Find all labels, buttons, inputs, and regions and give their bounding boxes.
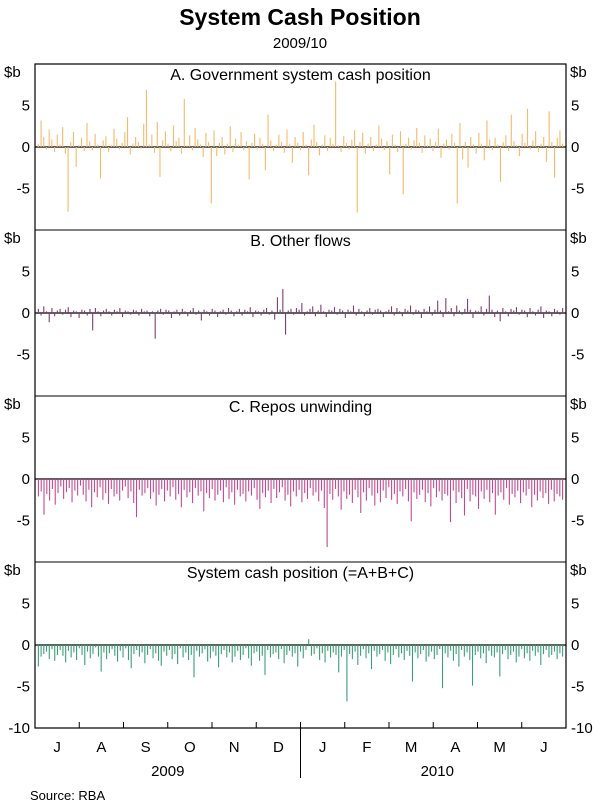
x-tick-label: A [96, 739, 106, 756]
x-tick-label: M [493, 739, 506, 756]
unit-label-left: $b [4, 64, 21, 81]
y-tick-label-left: -5 [17, 679, 30, 696]
y-tick-label-right: -5 [571, 679, 584, 696]
y-tick-label-right: 5 [571, 430, 579, 447]
chart-subtitle: 2009/10 [272, 35, 328, 52]
y-tick-label-right: -5 [571, 513, 584, 530]
y-tick-label-left: 0 [22, 637, 30, 654]
x-tick-label: J [319, 739, 327, 756]
unit-label-right: $b [570, 64, 587, 81]
panel-label: B. Other flows [250, 233, 350, 250]
x-tick-label: D [273, 739, 284, 756]
y-tick-label-right: 0 [571, 637, 579, 654]
year-label: 2010 [421, 763, 454, 780]
x-tick-label: F [362, 739, 371, 756]
unit-label-left: $b [4, 562, 21, 579]
x-tick-label: M [405, 739, 418, 756]
panel-label: C. Repos unwinding [229, 399, 372, 416]
year-label: 2009 [151, 763, 184, 780]
y-tick-label-right: 5 [571, 98, 579, 115]
x-tick-label: A [450, 739, 460, 756]
y-tick-label-right: 5 [571, 264, 579, 281]
y-tick-label-left: 5 [22, 98, 30, 115]
y-tick-label-left: 5 [22, 430, 30, 447]
panel-label: System cash position (=A+B+C) [187, 565, 414, 582]
y-tick-label-right: -5 [571, 347, 584, 364]
x-tick-label: O [184, 739, 196, 756]
y-tick-label-left: 0 [22, 139, 30, 156]
y-tick-label-left: 0 [22, 471, 30, 488]
y-tick-label-right: 0 [571, 139, 579, 156]
unit-label-left: $b [4, 230, 21, 247]
y-tick-label-left: -5 [17, 347, 30, 364]
unit-label-right: $b [570, 230, 587, 247]
y-tick-label-right: 0 [571, 305, 579, 322]
y-tick-label-left: 0 [22, 305, 30, 322]
y-tick-label-right: -5 [571, 181, 584, 198]
panel-label: A. Government system cash position [170, 67, 431, 84]
y-tick-label-right: -10 [571, 720, 593, 737]
x-tick-label: N [229, 739, 240, 756]
y-tick-label-right: 5 [571, 596, 579, 613]
x-tick-label: J [540, 739, 548, 756]
unit-label-left: $b [4, 396, 21, 413]
y-tick-label-left: -5 [17, 181, 30, 198]
y-tick-label-left: -10 [8, 720, 30, 737]
x-tick-label: S [141, 739, 151, 756]
y-tick-label-right: 0 [571, 471, 579, 488]
y-tick-label-left: -5 [17, 513, 30, 530]
unit-label-right: $b [570, 396, 587, 413]
y-tick-label-left: 5 [22, 264, 30, 281]
unit-label-right: $b [570, 562, 587, 579]
x-tick-label: J [53, 739, 61, 756]
source-note: Source: RBA [30, 788, 106, 803]
y-tick-label-left: 5 [22, 596, 30, 613]
chart-title: System Cash Position [179, 4, 421, 30]
